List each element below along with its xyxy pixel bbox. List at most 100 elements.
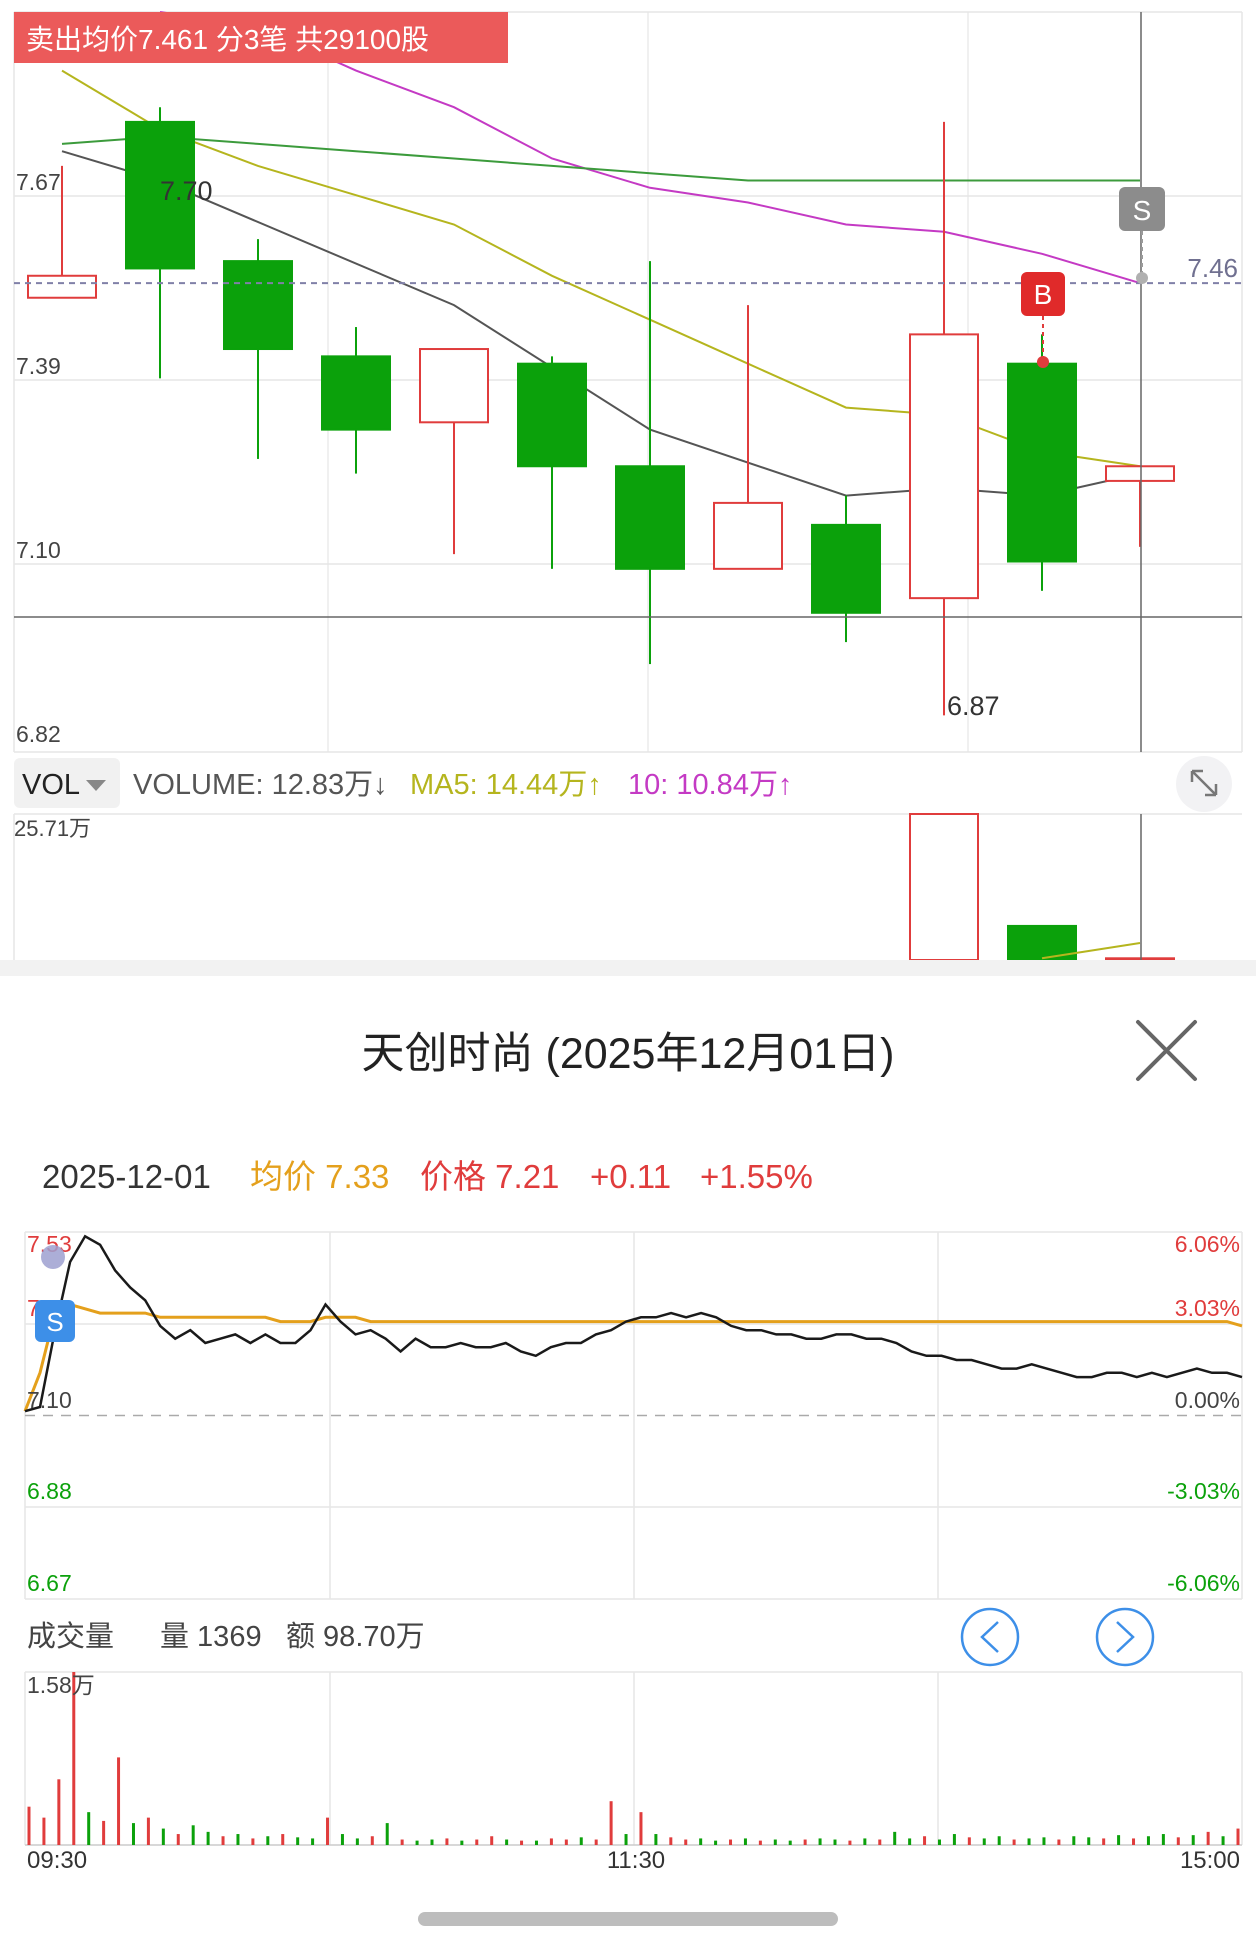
intraday-volume-bar-46 [714,1840,718,1845]
y-right-5: -6.06% [1167,1570,1240,1596]
intraday-volume-bar-3 [72,1672,76,1845]
intraday-volume-gridlines [24,1671,1243,1846]
low-price-label: 6.87 [947,691,1000,721]
dropdown-caret-icon [86,780,106,791]
candle-body-0 [27,274,97,299]
intraday-volume-bar-57 [878,1839,882,1845]
expand-arrows-icon[interactable] [1176,756,1232,812]
intraday-volume-bar-19 [311,1838,315,1845]
intraday-volume-bar-41 [639,1812,643,1845]
intraday-volume-bar-11 [191,1825,195,1845]
sell-badge[interactable]: S [35,1300,75,1342]
intraday-volume-bar-42 [654,1834,658,1845]
intraday-volume-bar-35 [549,1838,553,1845]
vol-header-title: 成交量 [27,1620,114,1653]
buy-marker[interactable]: B [1021,272,1065,368]
price-line [24,1234,1243,1413]
intraday-volume-bar-12 [206,1831,210,1845]
intraday-volume-bar-63 [967,1837,971,1845]
intraday-volume-panel: 1.58万 09:30 11:30 15:00 [24,1671,1243,1874]
candle-body-1 [125,120,195,270]
avg-price-line [23,1302,1243,1412]
intraday-volume-bar-54 [833,1839,837,1845]
intraday-volume-bar-29 [460,1840,464,1845]
intraday-volume-bar-5 [102,1820,106,1845]
chevron-right-icon[interactable] [1095,1607,1155,1667]
intraday-volume-bar-43 [669,1837,673,1845]
high-price-label: 7.70 [160,176,213,206]
intraday-volume-bar-53 [818,1838,822,1845]
vol-header-amount: 额 98.70万 [286,1620,425,1653]
intraday-volume-bar-22 [355,1838,359,1845]
intraday-volume-bar-52 [803,1839,807,1845]
intraday-volume-bar-51 [788,1840,792,1845]
vol-max-label: 25.71万 [14,816,91,841]
sell-summary-banner [14,12,508,63]
vol-ma5-readout: MA5: 14.44万↑ [410,769,602,801]
intraday-volume-bar-58 [893,1831,897,1845]
info-change-pct: +1.55% [700,1158,813,1195]
buy-marker-text: B [1034,279,1053,310]
intraday-volume-bar-26 [415,1840,419,1845]
vol-selector[interactable] [14,758,120,808]
intraday-volume-bar-1 [42,1817,46,1845]
candle-body-10 [1007,362,1077,563]
intraday-volume-bar-2 [57,1779,61,1845]
intraday-volume-bar-18 [296,1837,300,1845]
intraday-volume-bar-39 [609,1801,613,1845]
intraday-volume-bar-79 [1206,1831,1210,1845]
intraday-volume-bar-0 [27,1806,31,1845]
intraday-volume-bar-34 [534,1840,538,1845]
kline-volume-ma-line [1041,942,1141,960]
y-left-5: 6.67 [27,1570,72,1596]
intraday-volume-bar-15 [251,1838,255,1845]
y-label-1: 7.67 [16,169,61,195]
intraday-volume-bar-23 [370,1836,374,1845]
intraday-volume-bar-68 [1042,1837,1046,1845]
intraday-volume-bar-7 [131,1823,135,1845]
intraday-volume-bar-48 [743,1838,747,1845]
intraday-volume-bar-66 [1012,1839,1016,1845]
intraday-popup: 天创时尚 (2025年12月01日) 2025-12-01 均价 7.33 价格… [0,976,1256,1958]
intraday-volume-bar-32 [505,1839,509,1845]
candle-body-11 [1105,465,1175,482]
intraday-volume-bar-31 [490,1836,494,1845]
intraday-volume-bar-38 [594,1839,598,1845]
intraday-volume-bar-73 [1117,1835,1121,1845]
kline-volume-bar-11 [1105,957,1175,962]
intraday-volume-bar-4 [87,1812,91,1845]
kline-volume-panel: 25.71万 [13,813,1242,962]
info-date: 2025-12-01 [42,1158,211,1195]
vol-readout: VOLUME: 12.83万↓ [133,769,388,801]
intraday-volume-bar-62 [952,1834,956,1845]
x-label-midday: 11:30 [607,1847,665,1874]
intraday-volume-bar-71 [1087,1837,1091,1845]
intraday-volume-bar-49 [758,1840,762,1845]
intraday-volume-bar-80 [1221,1836,1225,1845]
intraday-volume-bar-65 [997,1836,1001,1845]
intraday-volume-bar-27 [430,1839,434,1845]
sheet-separator [0,960,1256,976]
intraday-volume-bar-59 [908,1838,912,1845]
candle-body-8 [811,523,881,614]
chevron-left-icon[interactable] [960,1607,1020,1667]
candle-body-7 [713,501,783,570]
x-label-close: 15:00 [1180,1847,1240,1874]
sell-marker-text: S [1133,195,1152,226]
sell-marker[interactable]: S [1119,187,1165,284]
ma-line-3 [61,135,1140,182]
intraday-price-panel[interactable]: 7.53 7.32 7.10 6.88 6.67 6.06% 3.03% 0.0… [23,1231,1243,1600]
kline-panel[interactable]: 7.46 7.67 7.39 7.10 6.82 7.70 6.87 卖出均价7… [13,11,1243,753]
candle-body-2 [223,260,293,351]
intraday-volume-bars [27,1672,1240,1845]
intraday-volume-bar-74 [1132,1838,1136,1845]
sell-point-dot [1136,272,1148,284]
y-label-4: 6.82 [16,721,61,747]
y-label-3: 7.10 [16,537,61,563]
intraday-volume-bar-56 [863,1838,867,1845]
kline-volume-bar-9 [909,813,979,961]
close-x-icon[interactable] [1125,1015,1205,1095]
y-right-2: 3.03% [1175,1295,1240,1321]
intraday-volume-bar-37 [579,1837,583,1845]
